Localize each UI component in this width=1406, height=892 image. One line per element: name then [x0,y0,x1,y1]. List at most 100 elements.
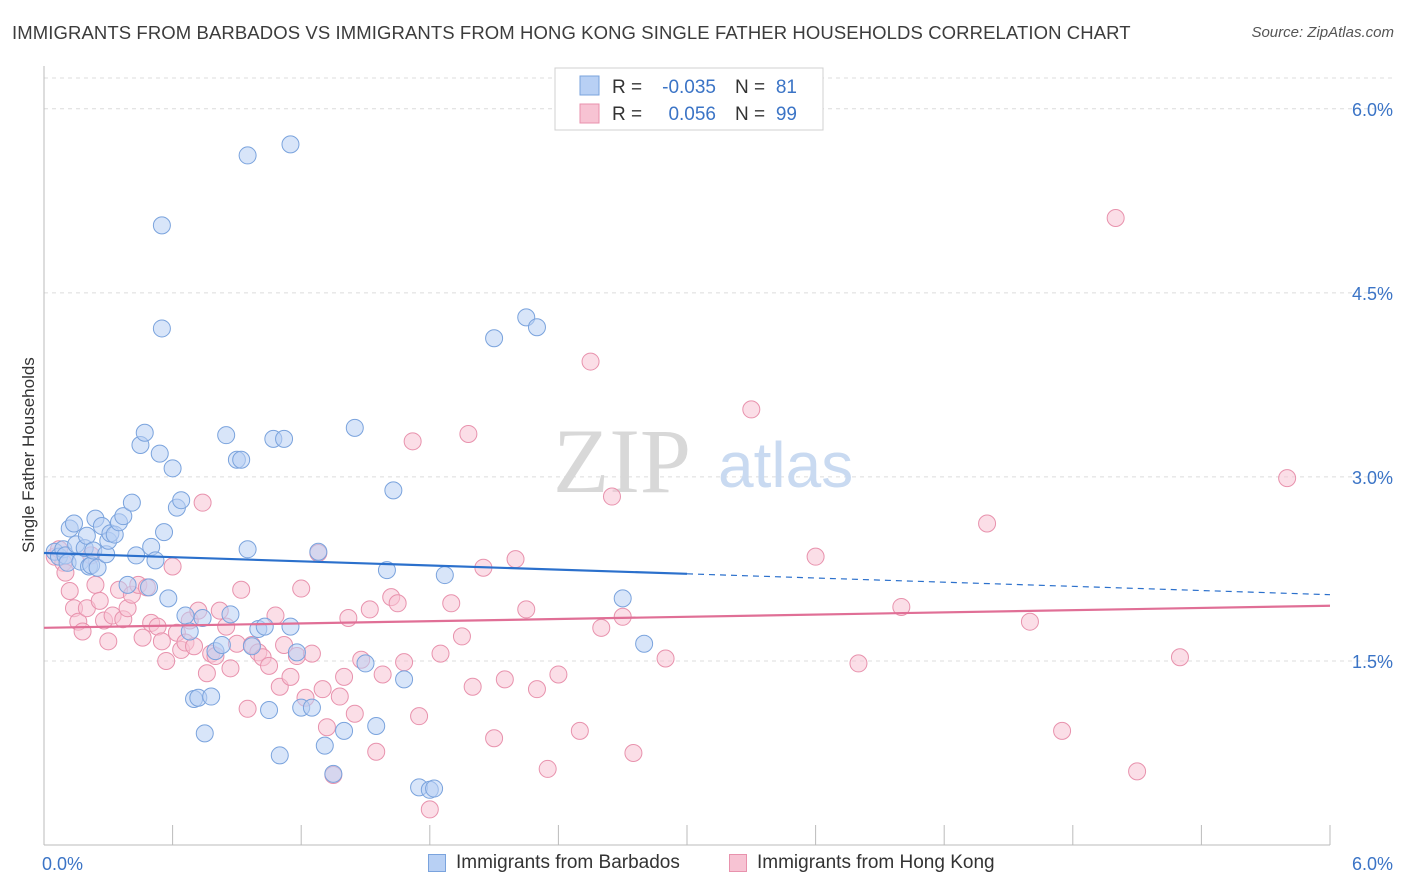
data-point-hongkong [86,575,105,594]
data-point-barbados [635,634,654,653]
watermark: ZIP atlas [553,410,853,512]
data-point-barbados [221,605,240,624]
data-point-barbados [275,429,294,448]
data-point-barbados [309,542,328,561]
x-tick-labels: 0.0% 6.0% [42,854,1393,874]
data-point-hongkong [90,591,109,610]
chart-title: IMMIGRANTS FROM BARBADOS VS IMMIGRANTS F… [12,22,1131,43]
data-point-barbados [302,698,321,717]
data-point-barbados [260,701,279,720]
data-point-hongkong [197,664,216,683]
data-point-hongkong [624,743,643,762]
hongkong-points [45,209,1297,819]
trend-lines [43,551,1331,629]
watermark-atlas: atlas [718,429,853,501]
data-point-hongkong [281,667,300,686]
data-point-hongkong [227,634,246,653]
data-point-hongkong [345,704,364,723]
data-point-barbados [255,617,274,636]
data-point-barbados [212,636,231,655]
legend-n-label: N = [735,77,765,98]
data-point-hongkong [602,487,621,506]
legend-top: R = -0.035 N = 81 R = 0.056 N = 99 [554,67,824,131]
data-point-barbados [435,566,454,585]
legend-swatch-hongkong [579,103,600,124]
data-point-hongkong [388,594,407,613]
data-point-hongkong [302,644,321,663]
data-point-barbados [176,606,195,625]
data-point-hongkong [527,680,546,699]
y-tick-label: 6.0% [1352,100,1393,120]
legend-label-hongkong: Immigrants from Hong Kong [757,852,995,873]
data-point-hongkong [656,649,675,668]
y-tick-label: 1.5% [1352,652,1393,672]
data-point-barbados [140,578,159,597]
legend-item-hongkong: Immigrants from Hong Kong [729,852,995,874]
data-point-hongkong [152,632,171,651]
data-point-hongkong [1128,762,1147,781]
data-point-hongkong [506,550,525,569]
trend-line-hongkong [43,604,1331,629]
data-point-barbados [377,561,396,580]
data-point-barbados [146,551,165,570]
legend-swatch-barbados [428,854,446,872]
data-point-hongkong [1053,721,1072,740]
data-point-barbados [527,318,546,337]
data-point-barbados [613,589,632,608]
barbados-points [45,135,654,799]
data-point-barbados [345,418,364,437]
data-point-hongkong [99,632,118,651]
data-point-barbados [152,319,171,338]
data-point-hongkong [452,627,471,646]
data-point-barbados [324,764,343,783]
data-point-hongkong [133,628,152,647]
data-point-hongkong [538,759,557,778]
data-point-hongkong [260,656,279,675]
data-point-hongkong [495,670,514,689]
data-point-hongkong [742,400,761,419]
data-point-hongkong [403,432,422,451]
data-point-hongkong [373,665,392,684]
data-point-hongkong [485,729,504,748]
data-point-barbados [232,450,251,469]
x-tick-label: 0.0% [42,854,83,874]
legend-r-value: -0.035 [662,77,716,98]
data-point-barbados [238,540,257,559]
data-point-hongkong [570,721,589,740]
data-point-hongkong [463,677,482,696]
data-point-hongkong [395,653,414,672]
data-point-hongkong [317,718,336,737]
data-point-hongkong [806,547,825,566]
y-axis-label: Single Father Households [19,357,38,553]
legend-r-label: R = [612,104,642,125]
y-tick-labels: 1.5% 3.0% 4.5% 6.0% [1352,100,1393,672]
data-point-barbados [159,589,178,608]
x-tick-label: 6.0% [1352,854,1393,874]
data-point-hongkong [292,579,311,598]
data-point-hongkong [339,609,358,628]
legend-box [554,67,824,131]
data-point-barbados [150,444,169,463]
data-point-barbados [395,670,414,689]
data-point-hongkong [221,659,240,678]
data-point-barbados [195,724,214,743]
data-point-barbados [217,426,236,445]
data-point-barbados [88,558,107,577]
data-point-hongkong [330,687,349,706]
data-point-hongkong [517,600,536,619]
data-point-barbados [155,523,174,542]
data-point-barbados [384,481,403,500]
data-point-hongkong [892,597,911,616]
data-point-hongkong [431,644,450,663]
legend-swatch-barbados [579,75,600,96]
source-label: Source: ZipAtlas.com [1251,24,1394,41]
grid [44,77,1395,662]
data-point-hongkong [1170,648,1189,667]
data-point-barbados [270,746,289,765]
data-point-hongkong [1278,469,1297,488]
data-point-barbados [65,514,84,533]
data-point-hongkong [978,514,997,533]
data-point-hongkong [459,424,478,443]
data-point-barbados [287,643,306,662]
